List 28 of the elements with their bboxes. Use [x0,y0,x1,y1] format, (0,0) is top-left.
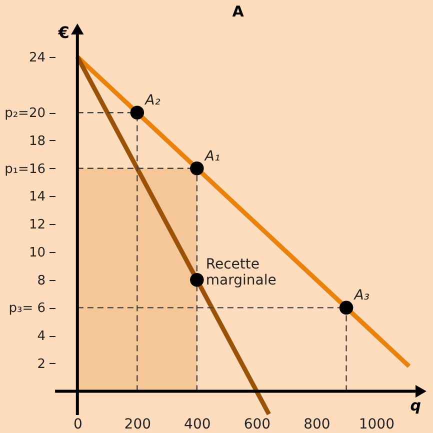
point [339,300,354,315]
x-tick-label: 200 [124,416,152,432]
point [190,272,204,287]
y-axis-title: € [57,23,70,42]
x-tick-label: 800 [304,416,330,432]
point [130,106,144,120]
data-label: A₂ [144,92,161,109]
y-tick-label: 18 [28,134,46,149]
annotation: Recette marginale [206,256,276,289]
x-tick-label: 0 [73,416,82,432]
y-tick-label: p₃= 6 [8,301,46,316]
data-label: A₁ [204,148,220,164]
point [190,161,204,176]
y-tick-label: 4 [37,329,46,344]
y-tick-label: 14 [28,190,46,205]
y-tick-label: 12 [28,218,46,233]
y-tick-label: 8 [37,273,46,288]
chart-title: A [232,2,244,21]
y-tick-label: p₁=16 [4,162,46,177]
y-tick-label: 24 [28,50,46,66]
data-label: A₃ [353,288,370,304]
x-tick-label: 600 [244,416,271,432]
x-tick-label: 400 [184,416,211,432]
x-tick-label: 1000 [358,416,395,432]
y-tick-label: 10 [28,245,46,260]
y-tick-label: p₂=20 [4,106,46,122]
x-axis-title: q [410,396,422,414]
y-tick-label: 2 [37,356,46,372]
